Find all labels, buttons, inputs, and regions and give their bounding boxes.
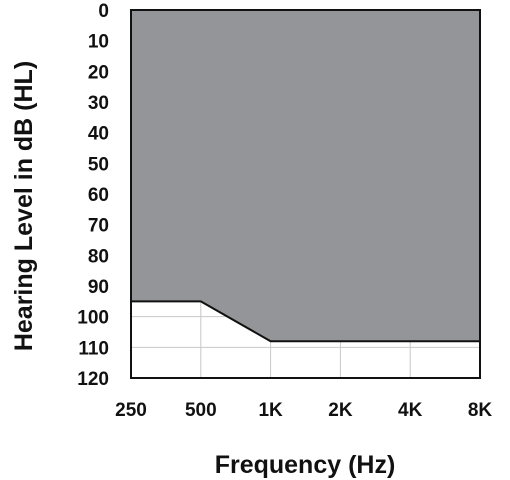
x-tick-label: 4K (398, 400, 423, 421)
y-tick-label: 110 (78, 338, 109, 359)
x-tick-label: 8K (468, 400, 493, 421)
y-tick-label: 70 (88, 216, 109, 237)
y-tick-label: 40 (88, 124, 109, 145)
x-axis-label: Frequency (Hz) (215, 451, 396, 479)
y-tick-label: 120 (77, 369, 109, 390)
x-tick-label: 2K (328, 400, 353, 421)
y-tick-labels: 0 10 20 30 40 50 60 70 80 90 100 110 120 (77, 1, 109, 390)
plot-frame (130, 9, 481, 379)
x-tick-label: 500 (185, 400, 217, 421)
y-tick-label: 80 (88, 246, 109, 267)
shaded-hearing-area (130, 9, 481, 343)
x-tick-label: 1K (258, 400, 283, 421)
y-tick-label: 90 (88, 277, 109, 298)
y-tick-label: 30 (88, 93, 109, 114)
y-tick-label: 10 (88, 32, 109, 53)
x-tick-label: 250 (115, 400, 147, 421)
y-tick-label: 50 (88, 154, 109, 175)
y-tick-label: 0 (98, 1, 109, 22)
y-axis-label: Hearing Level in dB (HL) (10, 61, 38, 351)
x-tick-labels: 250 500 1K 2K 4K 8K (115, 400, 492, 421)
y-tick-label: 20 (88, 62, 109, 83)
y-tick-label: 60 (88, 185, 109, 206)
y-tick-label: 100 (77, 308, 109, 329)
